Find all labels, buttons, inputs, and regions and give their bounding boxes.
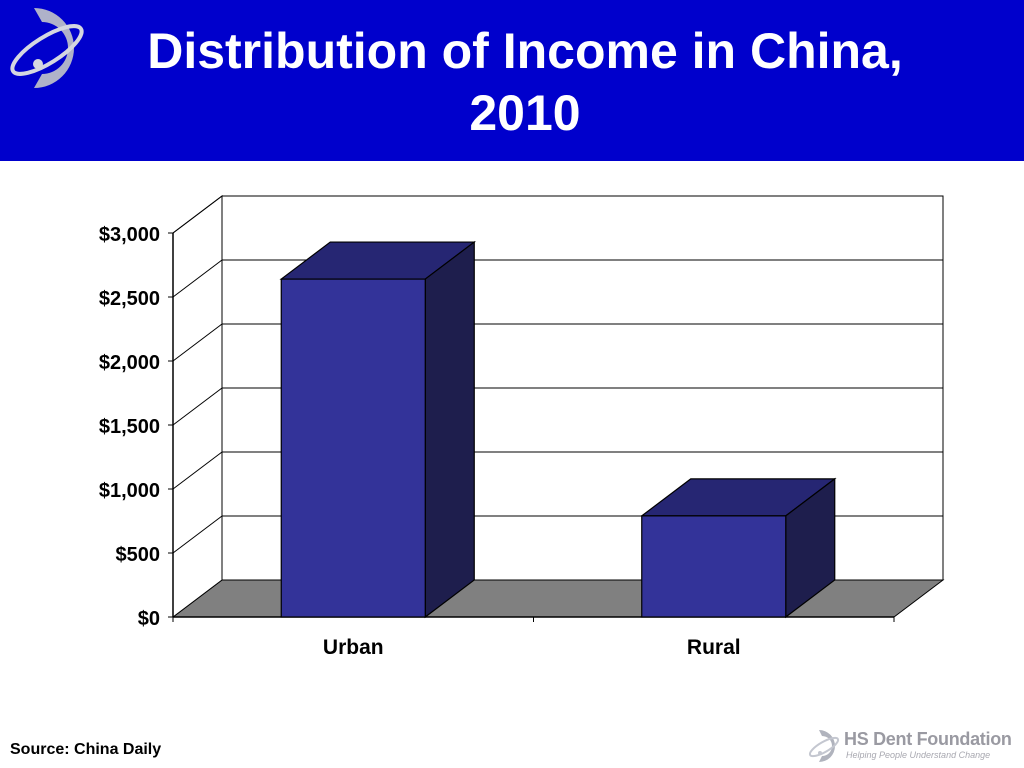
footer-logo: HS Dent Foundation Helping People Unders…	[806, 728, 1018, 764]
gridline-depth	[172, 451, 223, 490]
bar-rural	[639, 477, 837, 619]
bar-urban	[279, 240, 477, 619]
gridline-depth	[172, 387, 223, 426]
slide-title: Distribution of Income in China, 2010	[60, 20, 990, 144]
bar-front	[280, 278, 426, 618]
title-banner: Distribution of Income in China, 2010	[0, 0, 1024, 161]
y-tick-label: $1,000	[99, 480, 160, 502]
y-tick-label: $2,000	[99, 352, 160, 374]
gridline-depth	[172, 195, 223, 234]
gridline-depth	[172, 515, 223, 554]
income-bar-chart: $0 $500 $1,000 $1,500 $2,000 $2,500 $3,000 Urba…	[99, 194, 945, 659]
y-tick-label: $1,500	[99, 416, 160, 438]
y-tick-label: $500	[116, 544, 161, 566]
y-tick-label: $3,000	[99, 224, 160, 246]
footer-brand: HS Dent Foundation	[844, 729, 1012, 749]
gridline-depth	[172, 323, 223, 362]
slide-title-line-1: Distribution of Income in China,	[147, 23, 903, 79]
x-category-label: Urban	[323, 636, 384, 659]
orbit-logo-icon	[10, 8, 84, 88]
y-tick-label: $2,500	[99, 288, 160, 310]
orbit-logo-icon	[808, 730, 840, 762]
y-tick-label: $0	[138, 608, 160, 630]
gridline-depth	[172, 259, 223, 298]
bar-side	[424, 240, 475, 619]
footer-tagline: Helping People Understand Change	[846, 750, 991, 760]
slide-title-line-2: 2010	[469, 85, 581, 141]
bar-front	[641, 515, 787, 618]
source-note: Source: China Daily	[10, 741, 162, 758]
x-category-label: Rural	[687, 636, 741, 659]
